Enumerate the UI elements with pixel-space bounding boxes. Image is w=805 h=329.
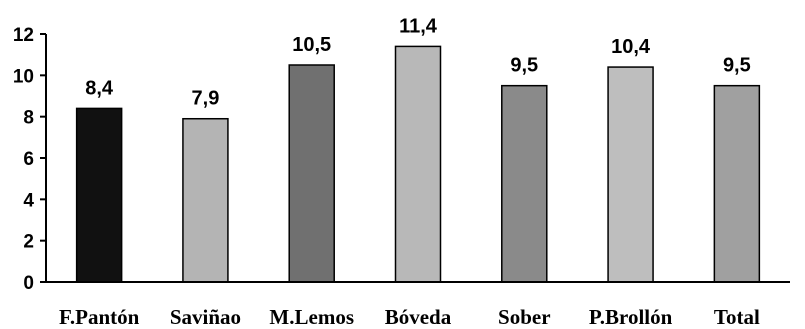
y-tick-label: 0 <box>23 273 34 294</box>
bar <box>607 66 654 283</box>
y-tick-label: 4 <box>23 190 34 211</box>
y-tick-label: 10 <box>13 66 34 87</box>
bar <box>288 64 335 283</box>
bar <box>75 107 123 283</box>
bar <box>713 84 761 283</box>
data-label: 10,4 <box>611 36 651 58</box>
category-label: Sober <box>498 305 551 329</box>
y-tick-label: 2 <box>23 232 34 253</box>
bars <box>75 45 761 283</box>
bar <box>182 117 229 283</box>
y-tick-label: 12 <box>13 25 34 46</box>
category-label: P.Brollón <box>589 305 673 329</box>
y-axis-ticks: 0 2 4 6 8 10 12 <box>13 25 46 294</box>
category-label: Total <box>714 305 760 329</box>
data-label: 7,9 <box>192 88 220 110</box>
bar <box>501 84 548 283</box>
data-label: 9,5 <box>723 55 751 77</box>
data-label: 8,4 <box>85 77 114 99</box>
y-tick-label: 8 <box>23 108 34 129</box>
y-tick-label: 6 <box>23 149 34 170</box>
data-label: 9,5 <box>510 55 538 77</box>
category-labels: F.Pantón Saviñao M.Lemos Bóveda Sober P.Broll… <box>59 305 760 329</box>
category-label: Bóveda <box>385 305 452 329</box>
data-label: 10,5 <box>292 34 331 56</box>
data-labels: 8,4 7,9 10,5 11,4 9,5 10,4 9,5 <box>85 15 751 109</box>
category-label: M.Lemos <box>269 305 354 329</box>
data-label: 11,4 <box>399 15 438 37</box>
category-label: Saviñao <box>170 305 241 329</box>
category-label: F.Pantón <box>59 305 140 329</box>
bar <box>394 45 442 283</box>
